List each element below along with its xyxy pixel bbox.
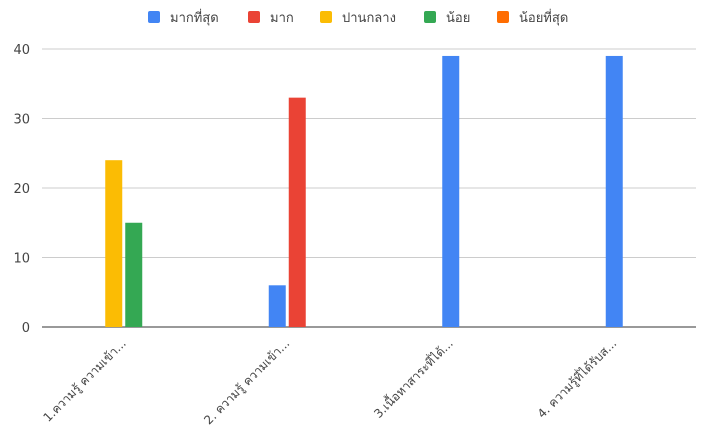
y-tick-label-30: 30: [13, 113, 30, 128]
legend-label-1: มาก: [270, 11, 294, 26]
bar-0-series-3: [125, 222, 143, 327]
bar-2-series-0: [442, 55, 460, 327]
x-category-label-0: 1.ความรู้ ความเข้า...: [40, 336, 129, 425]
chart-bars: [105, 55, 623, 328]
legend-swatch-0: [148, 11, 160, 23]
x-axis-labels: 1.ความรู้ ความเข้า... 2. ความรู้ ความเข้า…: [40, 335, 620, 428]
y-tick-label-0: 0: [22, 321, 30, 336]
bar-3-series-0: [605, 55, 623, 327]
bar-1-series-0: [268, 285, 286, 327]
y-axis-ticks: 0 10 20 30 40: [13, 43, 30, 336]
bar-0-series-2: [105, 160, 123, 327]
legend-label-2: ปานกลาง: [342, 11, 396, 26]
legend-label-4: น้อยที่สุด: [519, 9, 568, 26]
legend-swatch-4: [497, 11, 509, 23]
x-category-label-2: 3.เนื้อหาสาระที่ได้...: [370, 335, 456, 421]
legend-label-3: น้อย: [446, 11, 470, 26]
legend-swatch-2: [320, 11, 332, 23]
legend-swatch-1: [248, 11, 260, 23]
y-tick-label-10: 10: [13, 252, 30, 267]
y-tick-label-20: 20: [13, 182, 30, 197]
legend-label-0: มากที่สุด: [170, 9, 219, 26]
y-tick-label-40: 40: [13, 43, 30, 58]
chart-gridlines: [42, 48, 696, 328]
legend-swatch-3: [424, 11, 436, 23]
x-category-label-1: 2. ความรู้ ความเข้า...: [201, 336, 293, 428]
bar-1-series-1: [288, 97, 306, 328]
x-category-label-3: 4. ความรู้ที่ได้รับส...: [533, 335, 620, 422]
chart-legend: มากที่สุด มาก ปานกลาง น้อย น้อยที่สุด: [148, 9, 568, 26]
